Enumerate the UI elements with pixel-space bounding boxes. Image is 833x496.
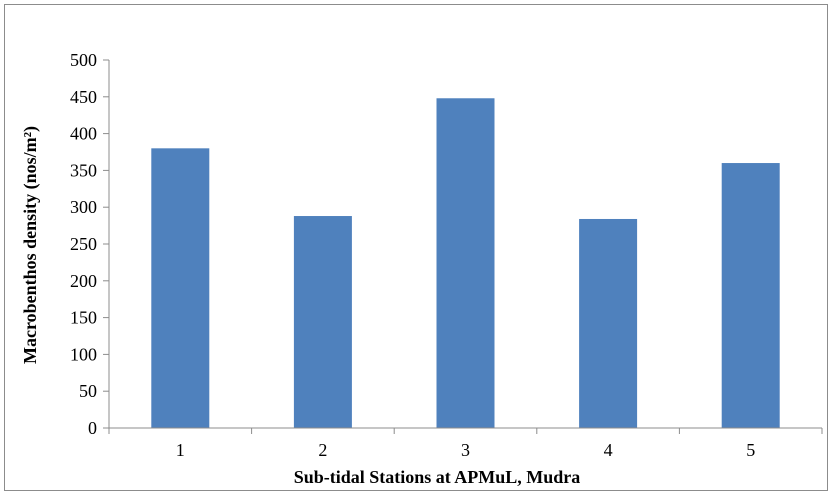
y-axis-title: Macrobenthos density (nos/m²)	[20, 126, 41, 364]
bar-station-1	[151, 148, 210, 428]
y-tick-label: 0	[88, 418, 97, 438]
y-tick-label: 150	[70, 308, 97, 328]
y-tick-label: 50	[79, 381, 97, 401]
y-tick-label: 500	[70, 50, 97, 70]
bar-station-4	[579, 218, 638, 428]
y-tick-label: 250	[70, 234, 97, 254]
chart-area	[4, 4, 828, 491]
bar-station-3	[436, 98, 495, 428]
y-tick-label: 100	[70, 344, 97, 364]
bars-group	[151, 98, 780, 429]
x-tick-label: 5	[746, 440, 755, 460]
y-tick-label: 450	[70, 87, 97, 107]
x-tick-label: 1	[176, 440, 185, 460]
y-tick-label: 200	[70, 271, 97, 291]
y-tick-label: 350	[70, 160, 97, 180]
y-tick-label: 300	[70, 197, 97, 217]
y-axis-ticks: 0 50 100 150 200 250 300 350 400 450 500	[70, 50, 109, 438]
x-tick-label: 2	[318, 440, 327, 460]
bar-station-2	[293, 216, 352, 428]
x-axis-title: Sub-tidal Stations at APMuL, Mudra	[294, 467, 581, 487]
y-tick-label: 400	[70, 124, 97, 144]
x-tick-label: 3	[461, 440, 470, 460]
bar-station-5	[721, 163, 780, 429]
x-tick-label: 4	[604, 440, 613, 460]
x-axis-ticks: 1 2 3 4 5	[108, 428, 823, 460]
